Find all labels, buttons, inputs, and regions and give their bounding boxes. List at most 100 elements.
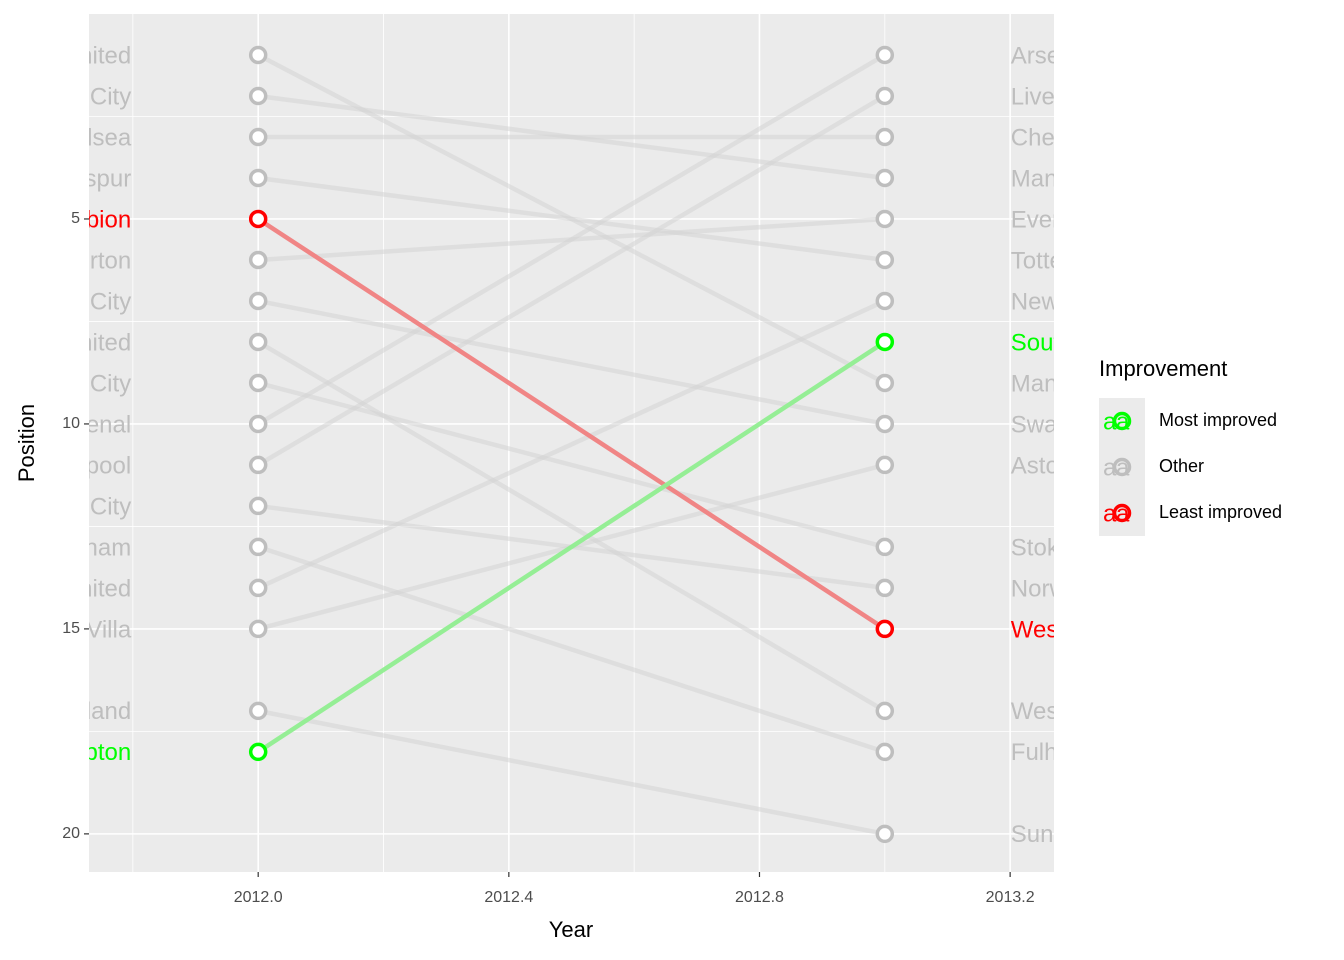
legend-label: Other [1159, 456, 1204, 476]
slope-line [257, 298, 886, 590]
team-label-right: Southampton [1011, 329, 1154, 356]
point [875, 209, 895, 229]
x-tick-label: 2013.2 [986, 889, 1035, 906]
team-label-right: West Bromwich Albion [1011, 616, 1249, 643]
point [875, 414, 895, 434]
legend-key-point [1112, 411, 1132, 431]
team-label-left: Newcastle United [0, 575, 131, 602]
point [875, 250, 895, 270]
team-label-left: Swansea City [0, 288, 131, 315]
team-label-right: West Ham United [1011, 698, 1199, 725]
x-axis-title: Year [549, 917, 593, 942]
team-label-right: Stoke City [1011, 534, 1120, 561]
point [875, 537, 895, 557]
point [875, 619, 895, 639]
slope-line [257, 708, 886, 837]
team-label-left: Manchester City [0, 83, 131, 110]
plot-area: Manchester United Manchester United Manche… [0, 42, 1249, 848]
team-label-right: Fulham [1011, 739, 1091, 766]
team-label-right: Liverpool [1011, 83, 1108, 110]
point [248, 455, 268, 475]
y-tick-label: 5 [71, 210, 80, 227]
legend-title: Improvement [1099, 356, 1227, 381]
team-label-left: Chelsea [43, 124, 132, 151]
point [248, 619, 268, 639]
team-label-left: Aston Villa [18, 616, 132, 643]
team-label-left: Fulham [51, 534, 131, 561]
axes: 2012.0 2012.4 2012.8 2013.2 5 10 15 20 [62, 210, 1035, 906]
point [875, 701, 895, 721]
point [248, 291, 268, 311]
point [248, 373, 268, 393]
team-label-left: Liverpool [34, 452, 131, 479]
team-label-right: Norwich City [1011, 575, 1146, 602]
team-label-right: Sunderland [1011, 821, 1134, 848]
y-tick-label: 20 [62, 825, 80, 842]
point [248, 127, 268, 147]
slope-line [257, 94, 886, 467]
point [875, 45, 895, 65]
x-tick-label: 2012.8 [735, 889, 784, 906]
point [248, 701, 268, 721]
legend-key-glyph: a [1103, 408, 1117, 435]
point [875, 168, 895, 188]
team-label-left: Sunderland [8, 698, 131, 725]
point [248, 742, 268, 762]
point [248, 168, 268, 188]
legend-key-point [1112, 503, 1132, 523]
team-label-right: Chelsea [1011, 124, 1100, 151]
point [248, 45, 268, 65]
slope-line [257, 53, 886, 426]
point [248, 414, 268, 434]
team-label-left: West Bromwich Albion [0, 206, 131, 233]
x-tick-label: 2012.4 [484, 889, 533, 906]
team-label-left: Tottenham Hotspur [0, 165, 131, 192]
team-label-left: West Ham United [0, 329, 131, 356]
point [875, 373, 895, 393]
team-label-left: Everton [48, 247, 131, 274]
point [248, 86, 268, 106]
point [875, 578, 895, 598]
x-tick-label: 2012.0 [234, 889, 283, 906]
y-tick-label: 10 [62, 415, 80, 432]
slope-line [257, 298, 886, 427]
slope-line [256, 217, 887, 631]
slope-line [257, 175, 886, 263]
team-label-left: Southampton [0, 739, 131, 766]
point [875, 291, 895, 311]
team-label-right: Tottenham Hotspur [1011, 247, 1214, 274]
team-label-right: Aston Villa [1011, 452, 1125, 479]
team-label-left: Arsenal [50, 411, 131, 438]
team-label-left: Manchester United [0, 42, 131, 69]
legend-label: Most improved [1159, 410, 1277, 430]
legend-key-point [1112, 457, 1132, 477]
team-label-right: Manchester United [1011, 370, 1212, 397]
point [875, 455, 895, 475]
point [248, 496, 268, 516]
point [875, 824, 895, 844]
y-axis-title: Position [14, 404, 39, 482]
point [875, 742, 895, 762]
point [248, 209, 268, 229]
slope-line [256, 340, 887, 754]
legend-key-background [1099, 398, 1145, 536]
y-tick-label: 15 [62, 620, 80, 637]
slope-line [257, 544, 886, 755]
point [248, 250, 268, 270]
legend-key-glyph: a [1103, 454, 1117, 481]
point [875, 332, 895, 352]
point [875, 86, 895, 106]
team-label-left: Norwich City [0, 493, 131, 520]
point [248, 332, 268, 352]
point [248, 537, 268, 557]
team-label-right: Newcastle United [1011, 288, 1198, 315]
team-label-right: Arsenal [1011, 42, 1092, 69]
point [875, 127, 895, 147]
team-label-left: Stoke City [22, 370, 131, 397]
point [248, 578, 268, 598]
team-label-right: Everton [1011, 206, 1094, 233]
team-label-right: Manchester City [1011, 165, 1184, 192]
